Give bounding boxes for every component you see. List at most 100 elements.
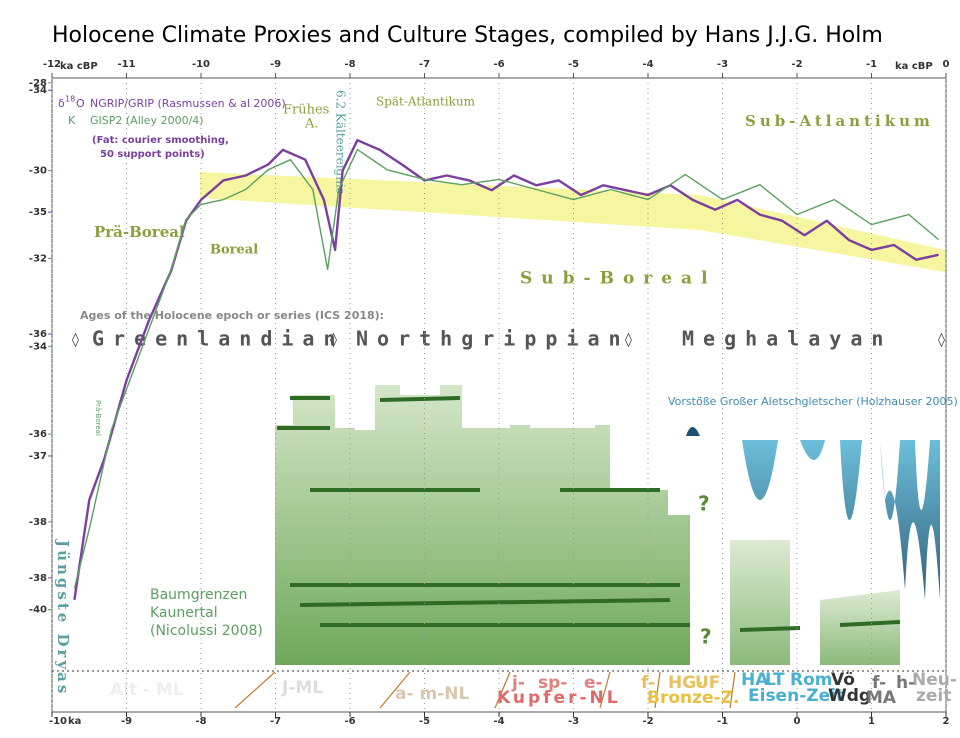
x2-tick-label: -4 [493,716,504,727]
x-tick-label: -2 [791,59,802,70]
culture-label: sp- [538,673,567,693]
x2-unit: ka [68,716,81,727]
legend-symbol: 18 [65,95,75,104]
culture-label: UF [695,673,720,693]
period-label: Frühes [283,103,329,118]
treeline-label: Kaunertal [150,605,218,621]
legend-entry: NGRIP/GRIP (Rasmussen & al 2006) [90,97,286,110]
culture-label: zeit [916,686,951,706]
x2-tick-label: 1 [868,716,875,727]
x-tick-label: -12 [43,59,61,70]
x-tick-label: -8 [344,59,355,70]
y-tick-label: -36 [29,329,47,340]
culture-dividers [234,671,736,709]
x-tick-label: -10 [192,59,210,70]
period-label: Sub-Boreal [520,269,717,289]
x2-tick-label: -10 [49,716,67,727]
x-tick-label: -11 [117,59,135,70]
age-divider: ◊ [72,332,79,348]
culture-label: Bronze-Z. [647,688,739,708]
tree-line-area [275,385,690,665]
x2-tick-label: -7 [270,716,281,727]
x-tick-label: -1 [866,59,877,70]
tree-line-strokes [277,396,901,632]
x2-tick-label: -1 [717,716,728,727]
event-label: 6.2 Kälteereignis [334,90,348,194]
legend-symbol: K [68,114,76,127]
culture-label: HG- [668,673,703,693]
legend-entry: GISP2 (Alley 2000/4) [90,114,204,127]
tree-line-area [820,590,900,665]
tree-line-area [730,540,790,665]
y2-tick-label: -30 [29,166,47,177]
x2-tick-label: -6 [344,716,355,727]
question-mark: ? [698,492,710,516]
legend-symbol: O [76,97,85,110]
x-unit: ka cBP [895,61,933,72]
x2-tick-label: -9 [121,716,132,727]
x2-tick-label: -8 [195,716,206,727]
culture-label: HA [741,670,769,690]
period-label: A. [304,117,319,132]
x-tick-label: -6 [493,59,504,70]
culture-label: Wdg [828,686,871,706]
x2-tick-label: -2 [642,716,653,727]
ages-intro: Ages of the Holocene epoch or series (IC… [80,309,384,322]
x2-tick-label: -5 [419,716,430,727]
period-label: Prä-Boreal [94,400,102,436]
series-line [73,139,939,600]
period-label: Boreal [210,243,258,258]
culture-label: f- [872,673,886,693]
culture-label: J-ML [281,678,323,698]
y-tick-label: -38 [29,573,47,584]
treeline-label: (Nicolussi 2008) [150,623,263,639]
x-tick-label: -3 [717,59,728,70]
culture-label: a- m-NL [395,684,469,704]
series-line [73,148,940,589]
y2-tick-label: -32 [29,253,47,264]
y2-tick-label: -40 [29,605,47,616]
age-label: Northgrippian [356,327,630,351]
culture-label: Rom [790,670,832,690]
y-tick-label: -35 [29,207,47,218]
x2-tick-label: -3 [568,716,579,727]
age-divider: ◊ [330,332,337,348]
band [200,172,945,272]
culture-label: j- [511,673,525,693]
x-tick-label: -7 [419,59,430,70]
x2-tick-label: 0 [794,716,801,727]
y2-tick-label: -36 [29,429,47,440]
y-tick-label: -37 [29,451,47,462]
culture-label: Kupfer-NL [497,688,621,708]
x-tick-label: 0 [943,59,950,70]
culture-label: e- [584,673,603,693]
legend-note: (Fat: courier smoothing, [92,135,229,146]
glacier [686,427,700,436]
legend-note: 50 support points) [100,149,205,160]
culture-label: MA [866,688,897,708]
culture-label: Alt - ML [110,680,184,700]
question-mark: ? [700,625,712,649]
legend-symbol: δ [58,97,65,110]
period-label: Sub-Atlantikum [745,112,934,130]
culture-label: Vö [831,670,855,690]
x-tick-label: -9 [270,59,281,70]
age-label: Meghalayan [682,327,892,351]
x-unit: ka cBP [60,61,98,72]
y2-tick-label: -28 [29,78,47,89]
glacier [730,440,940,600]
chart-title: Holocene Climate Proxies and Culture Sta… [52,23,883,48]
culture-label: h- [896,673,915,693]
decoration [52,172,946,709]
glacier-label: Vorstöße Großer Aletschgletscher (Holzha… [668,395,958,408]
age-divider: ◊ [625,332,632,348]
x2-tick-label: 2 [943,716,950,727]
period-label: Jüngste Dryas [54,538,72,696]
x-tick-label: -5 [568,59,579,70]
period-label: Prä-Boreal [94,223,185,241]
y2-tick-label: -38 [29,517,47,528]
culture-label: Eisen-Zeit [748,686,844,706]
y-tick-label: -34 [29,85,47,96]
treeline-label: Baumgrenzen [150,587,247,603]
